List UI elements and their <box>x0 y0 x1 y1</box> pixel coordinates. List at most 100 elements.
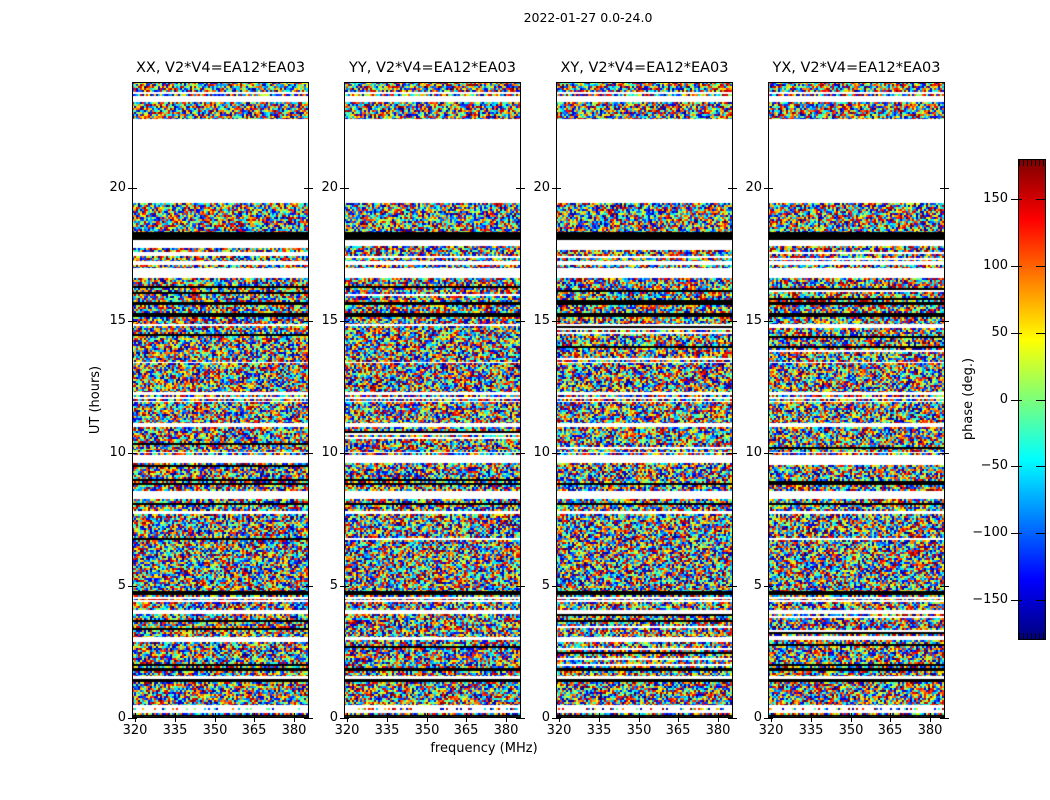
subplot-yx: YX, V2*V4=EA12*EA03 0 5 10 15 20 320 335 350 365… <box>745 60 949 738</box>
y-tick-label: 10 <box>321 445 338 460</box>
x-tick-mark <box>678 713 679 722</box>
x-tick-mark <box>930 713 931 722</box>
x-tick-label: 350 <box>202 723 228 738</box>
y-tick-mark <box>728 453 737 454</box>
y-tick-mark <box>940 321 949 322</box>
colorbar: 150 100 50 0 −50 −100 −150 <box>972 159 1046 640</box>
x-tick-label: 365 <box>665 723 691 738</box>
spectrogram-canvas-yx <box>768 82 945 718</box>
colorbar-tick-mark <box>1011 466 1022 467</box>
y-tick-mark <box>940 718 949 719</box>
y-tick-mark <box>516 718 525 719</box>
colorbar-tick-label: −150 <box>972 592 1008 607</box>
x-tick-mark <box>506 713 507 722</box>
x-tick-label: 320 <box>758 723 784 738</box>
y-tick-label: 20 <box>533 180 550 195</box>
colorbar-tick-mark <box>1011 400 1022 401</box>
figure-title: 2022-01-27 0.0-24.0 <box>523 10 653 25</box>
x-tick-mark <box>347 713 348 722</box>
y-tick-label: 15 <box>321 313 338 328</box>
y-tick-mark <box>304 321 313 322</box>
y-tick-label: 5 <box>117 578 126 593</box>
colorbar-tick-mark <box>1036 466 1045 467</box>
x-tick-label: 320 <box>546 723 572 738</box>
colorbar-bottom-hatch <box>1019 633 1045 639</box>
colorbar-tick-mark <box>1011 199 1022 200</box>
y-tick-label: 5 <box>753 578 762 593</box>
y-tick-label: 15 <box>533 313 550 328</box>
colorbar-tick-mark <box>1036 266 1045 267</box>
y-tick-mark <box>304 188 313 189</box>
spectrogram-canvas-yy <box>344 82 521 718</box>
colorbar-tick-label: −50 <box>980 458 1008 473</box>
x-tick-mark <box>639 713 640 722</box>
x-tick-label: 335 <box>798 723 824 738</box>
colorbar-tick-mark <box>1036 600 1045 601</box>
y-tick-label: 15 <box>745 313 762 328</box>
y-tick-mark <box>764 453 773 454</box>
subplot-xy: XY, V2*V4=EA12*EA03 0 5 10 15 20 320 335 350 365… <box>533 60 737 738</box>
x-tick-mark <box>215 713 216 722</box>
y-tick-label: 0 <box>753 710 762 725</box>
x-tick-mark <box>811 713 812 722</box>
y-tick-mark <box>728 321 737 322</box>
y-tick-mark <box>516 188 525 189</box>
subplot-title-xx: XX, V2*V4=EA12*EA03 <box>135 60 306 76</box>
x-tick-label: 365 <box>877 723 903 738</box>
y-tick-mark <box>940 586 949 587</box>
y-tick-mark <box>728 586 737 587</box>
colorbar-tick-mark <box>1011 600 1022 601</box>
y-tick-label: 10 <box>745 445 762 460</box>
subplot-title-xy: XY, V2*V4=EA12*EA03 <box>560 60 729 76</box>
y-tick-mark <box>340 453 349 454</box>
x-tick-mark <box>890 713 891 722</box>
y-tick-mark <box>552 586 561 587</box>
spectrogram-canvas-xy <box>556 82 733 718</box>
y-tick-label: 0 <box>117 710 126 725</box>
colorbar-tick-label: 150 <box>983 191 1008 206</box>
x-tick-label: 320 <box>334 723 360 738</box>
y-tick-mark <box>340 321 349 322</box>
x-tick-label: 380 <box>281 723 307 738</box>
y-tick-label: 20 <box>745 180 762 195</box>
subplot-title-yy: YY, V2*V4=EA12*EA03 <box>349 60 516 76</box>
y-tick-label: 15 <box>109 313 126 328</box>
y-tick-mark <box>304 453 313 454</box>
y-tick-mark <box>516 321 525 322</box>
x-tick-mark <box>466 713 467 722</box>
x-tick-label: 350 <box>838 723 864 738</box>
y-tick-mark <box>764 188 773 189</box>
x-tick-mark <box>294 713 295 722</box>
y-tick-mark <box>340 586 349 587</box>
y-tick-label: 5 <box>541 578 550 593</box>
y-tick-mark <box>128 321 137 322</box>
y-tick-label: 10 <box>533 445 550 460</box>
y-tick-mark <box>552 453 561 454</box>
x-tick-mark <box>771 713 772 722</box>
x-tick-mark <box>254 713 255 722</box>
x-tick-label: 335 <box>586 723 612 738</box>
y-tick-mark <box>128 718 137 719</box>
y-tick-mark <box>728 718 737 719</box>
colorbar-tick-mark <box>1036 333 1045 334</box>
y-tick-label: 0 <box>329 710 338 725</box>
colorbar-tick-label: 50 <box>991 325 1008 340</box>
y-tick-label: 20 <box>321 180 338 195</box>
x-tick-label: 365 <box>453 723 479 738</box>
y-tick-mark <box>728 188 737 189</box>
y-tick-mark <box>304 586 313 587</box>
y-tick-mark <box>128 586 137 587</box>
y-tick-mark <box>764 718 773 719</box>
colorbar-tick-mark <box>1011 333 1022 334</box>
colorbar-label: phase (deg.) <box>961 357 976 441</box>
y-tick-mark <box>340 718 349 719</box>
colorbar-tick-label: 0 <box>999 392 1008 407</box>
subplot-title-yx: YX, V2*V4=EA12*EA03 <box>772 60 941 76</box>
x-tick-mark <box>718 713 719 722</box>
x-tick-mark <box>175 713 176 722</box>
y-tick-mark <box>764 586 773 587</box>
x-tick-mark <box>387 713 388 722</box>
colorbar-tick-mark <box>1011 533 1022 534</box>
y-tick-mark <box>552 188 561 189</box>
